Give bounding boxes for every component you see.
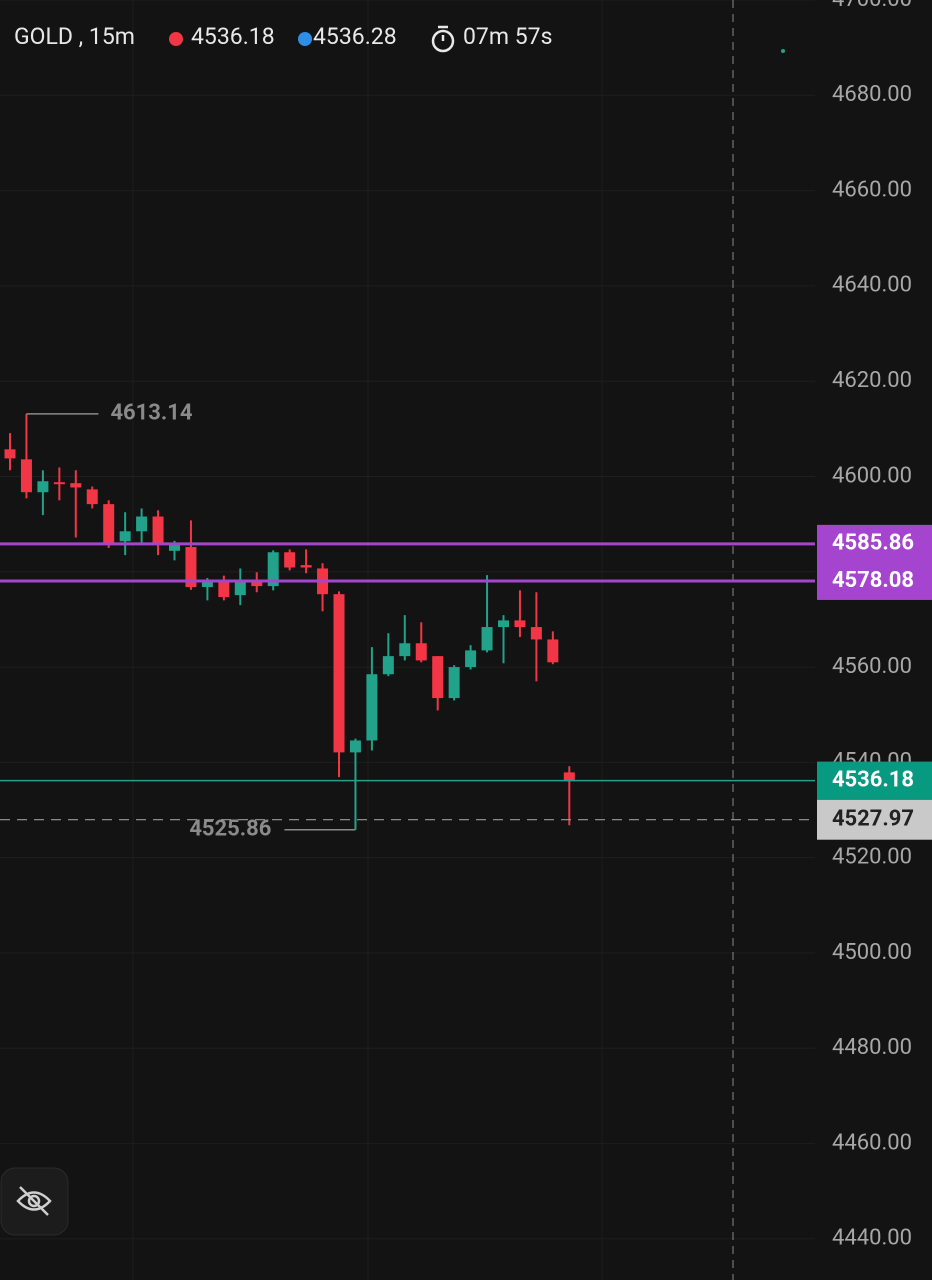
candle-body — [366, 674, 378, 741]
time-grid — [132, 0, 603, 1280]
symbol: GOLD , 15m — [14, 23, 135, 50]
y-tick-label: 4660.00 — [832, 177, 912, 202]
candle-body — [70, 483, 82, 488]
candle-body — [185, 547, 197, 588]
candle-body — [498, 620, 509, 628]
level-label: 4578.08 — [832, 568, 914, 593]
level-label: 4585.86 — [832, 531, 914, 556]
candle-body — [465, 650, 477, 668]
candle-body — [4, 449, 16, 459]
last-price-tag — [817, 761, 932, 800]
reference-tag — [817, 799, 932, 840]
y-tick-label: 4700.00 — [832, 0, 912, 12]
reference-label: 4527.97 — [832, 807, 914, 832]
marker-dot — [781, 49, 785, 53]
candle-body — [119, 531, 131, 542]
plot: 4613.14 4525.86 — [0, 401, 815, 842]
candle-body — [267, 552, 279, 587]
candle-body — [333, 594, 345, 753]
candle-body — [415, 643, 427, 661]
low-label: 4525.86 — [189, 817, 271, 842]
candle-body — [514, 620, 526, 628]
header: GOLD , 15m 4536.18 4536.28 07m 57s — [14, 23, 552, 53]
candle-body — [382, 656, 394, 675]
y-tick-label: 4460.00 — [832, 1130, 912, 1155]
y-tick-label: 4480.00 — [832, 1035, 912, 1060]
candle-body — [300, 565, 312, 568]
hide-indicators-button[interactable] — [0, 1167, 69, 1236]
y-tick-label: 4680.00 — [832, 82, 912, 107]
candle-body — [169, 545, 180, 551]
candle-body — [530, 627, 542, 640]
y-tick-label: 4520.00 — [832, 844, 912, 869]
timer-icon — [431, 25, 455, 53]
candle-body — [53, 482, 65, 485]
bid-dot — [169, 32, 183, 46]
y-tick-label: 4500.00 — [832, 940, 912, 965]
y-tick-label: 4560.00 — [832, 654, 912, 679]
candle-body — [86, 489, 98, 505]
candle-body — [399, 643, 411, 657]
candle-body — [432, 656, 444, 699]
candle-body — [218, 580, 230, 598]
last-price-label: 4536.18 — [832, 767, 914, 792]
candle-body — [284, 552, 296, 568]
level-tag — [817, 561, 932, 600]
bid-price: 4536.18 — [191, 23, 275, 50]
candle-body — [152, 516, 164, 544]
high-label: 4613.14 — [110, 401, 192, 426]
candle-body — [103, 504, 115, 544]
y-tick-label: 4620.00 — [832, 368, 912, 393]
candle-body — [234, 582, 246, 596]
countdown: 07m 57s — [463, 23, 552, 50]
eye-off-icon — [16, 1186, 52, 1216]
price-axis: 4440.004460.004480.004500.004520.004540.… — [817, 0, 932, 1251]
y-tick-label: 4640.00 — [832, 273, 912, 298]
ask-dot — [298, 32, 312, 46]
candle-body — [37, 481, 49, 493]
candle-body — [349, 740, 361, 753]
candle-body — [448, 667, 460, 699]
candle-body — [136, 516, 148, 532]
candle-body — [563, 772, 575, 781]
y-tick-label: 4440.00 — [832, 1226, 912, 1251]
candle-body — [20, 459, 32, 493]
y-tick-label: 4600.00 — [832, 463, 912, 488]
candle-body — [201, 580, 213, 588]
level-tag — [817, 524, 932, 563]
grid — [0, 0, 815, 1240]
candle-body — [547, 639, 559, 663]
candle-body — [481, 627, 493, 651]
ask-price: 4536.28 — [313, 23, 397, 50]
candle-body — [251, 582, 263, 587]
